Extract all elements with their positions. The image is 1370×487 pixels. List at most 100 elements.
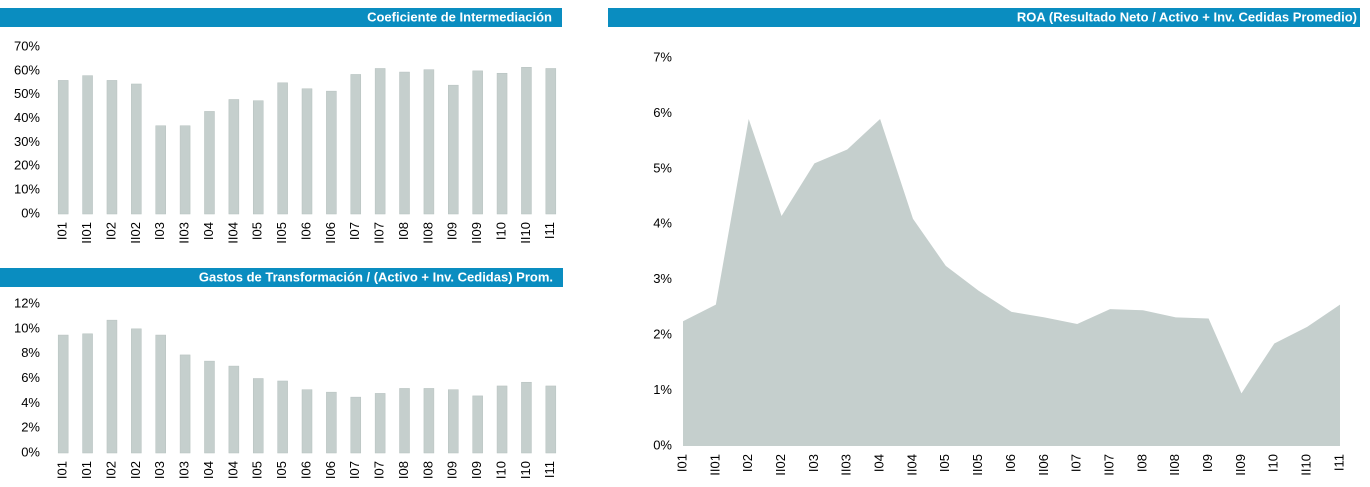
chart-title: ROA (Resultado Neto / Activo + Inv. Cedi… [1017, 9, 1357, 24]
bar [374, 393, 386, 454]
bar [228, 365, 240, 454]
bar [106, 80, 118, 215]
y-tick-label: 70% [14, 38, 40, 53]
x-tick-label: II10 [1299, 454, 1314, 476]
x-tick-label: I10 [493, 222, 508, 240]
x-tick-label: I08 [396, 222, 411, 240]
x-tick-label: II04 [904, 454, 919, 476]
x-tick-label: I05 [250, 222, 265, 240]
x-tick-label: II02 [773, 454, 788, 476]
header-bar [0, 8, 562, 27]
x-tick-label: II04 [225, 222, 240, 244]
x-tick-label: I04 [201, 461, 216, 479]
x-tick-label: I01 [79, 461, 94, 479]
y-tick-label: 40% [14, 110, 40, 125]
chart-title: Coeficiente de Intermediación [367, 9, 552, 24]
bar [423, 69, 435, 215]
bar [301, 389, 313, 454]
bar [228, 99, 240, 215]
bar [496, 385, 508, 454]
x-tick-label: I10 [518, 461, 533, 479]
bar [179, 354, 191, 454]
x-tick-label: II10 [518, 222, 533, 244]
x-tick-label: II07 [372, 222, 387, 244]
bar [204, 360, 215, 454]
y-tick-label: 1% [653, 382, 672, 397]
x-tick-label: I10 [493, 461, 508, 479]
x-tick-label: II09 [469, 222, 484, 244]
y-tick-label: 4% [21, 395, 40, 410]
x-tick-label: II08 [420, 222, 435, 244]
x-tick-label: I02 [740, 454, 755, 472]
bar [82, 75, 93, 215]
x-tick-label: I05 [250, 461, 265, 479]
x-tick-label: I03 [177, 461, 192, 479]
bar [545, 68, 557, 215]
x-tick-label: I07 [1069, 454, 1084, 472]
bar [252, 378, 264, 454]
x-tick-label: I09 [445, 222, 460, 240]
bar [472, 395, 483, 454]
y-tick-label: 3% [653, 271, 672, 286]
bar [448, 84, 459, 215]
x-tick-label: II01 [79, 222, 94, 244]
bar [326, 90, 337, 215]
bar [131, 83, 142, 215]
y-tick-label: 12% [14, 295, 40, 310]
y-tick-label: 5% [653, 160, 672, 175]
y-tick-label: 0% [21, 205, 40, 220]
bar [496, 72, 508, 215]
x-tick-label: I08 [1134, 454, 1149, 472]
x-tick-label: I09 [445, 461, 460, 479]
x-tick-label: I04 [225, 461, 240, 479]
y-tick-label: 0% [21, 444, 40, 459]
y-tick-label: 10% [14, 182, 40, 197]
bar [179, 125, 191, 215]
bar [277, 380, 288, 454]
bar [472, 70, 483, 215]
bar [521, 381, 532, 454]
y-tick-label: 60% [14, 62, 40, 77]
y-tick-label: 8% [21, 345, 40, 360]
y-tick-label: 4% [653, 216, 672, 231]
area [683, 118, 1340, 446]
x-tick-label: I08 [420, 461, 435, 479]
x-tick-label: I03 [152, 461, 167, 479]
x-tick-label: I06 [1003, 454, 1018, 472]
y-tick-label: 7% [653, 49, 672, 64]
x-tick-label: I05 [937, 454, 952, 472]
chart-title: Gastos de Transformación / (Activo + Inv… [199, 269, 553, 284]
x-tick-label: II05 [970, 454, 985, 476]
bar [277, 82, 288, 215]
x-tick-label: I06 [298, 222, 313, 240]
x-tick-label: I09 [469, 461, 484, 479]
y-tick-label: 30% [14, 134, 40, 149]
x-tick-label: I11 [542, 222, 557, 239]
x-tick-label: II01 [707, 454, 722, 476]
x-tick-label: II06 [323, 222, 338, 244]
x-tick-label: I01 [674, 454, 689, 472]
bar [350, 396, 362, 454]
x-tick-label: I07 [372, 461, 387, 479]
x-tick-label: I05 [274, 461, 289, 479]
bar [57, 80, 69, 215]
y-tick-label: 2% [653, 327, 672, 342]
bar [131, 328, 142, 454]
y-tick-label: 50% [14, 86, 40, 101]
header-bar [608, 8, 1360, 27]
bar [448, 389, 459, 454]
y-tick-label: 6% [21, 370, 40, 385]
x-tick-label: II03 [177, 222, 192, 244]
bar [106, 319, 118, 454]
y-tick-label: 6% [653, 105, 672, 120]
x-tick-label: II06 [1036, 454, 1051, 476]
x-tick-label: I03 [806, 454, 821, 472]
x-tick-label: I01 [55, 461, 70, 479]
x-tick-label: I03 [152, 222, 167, 240]
header-bar [0, 268, 563, 287]
x-tick-label: II03 [839, 454, 854, 476]
bar [204, 111, 215, 215]
y-tick-label: 0% [653, 437, 672, 452]
